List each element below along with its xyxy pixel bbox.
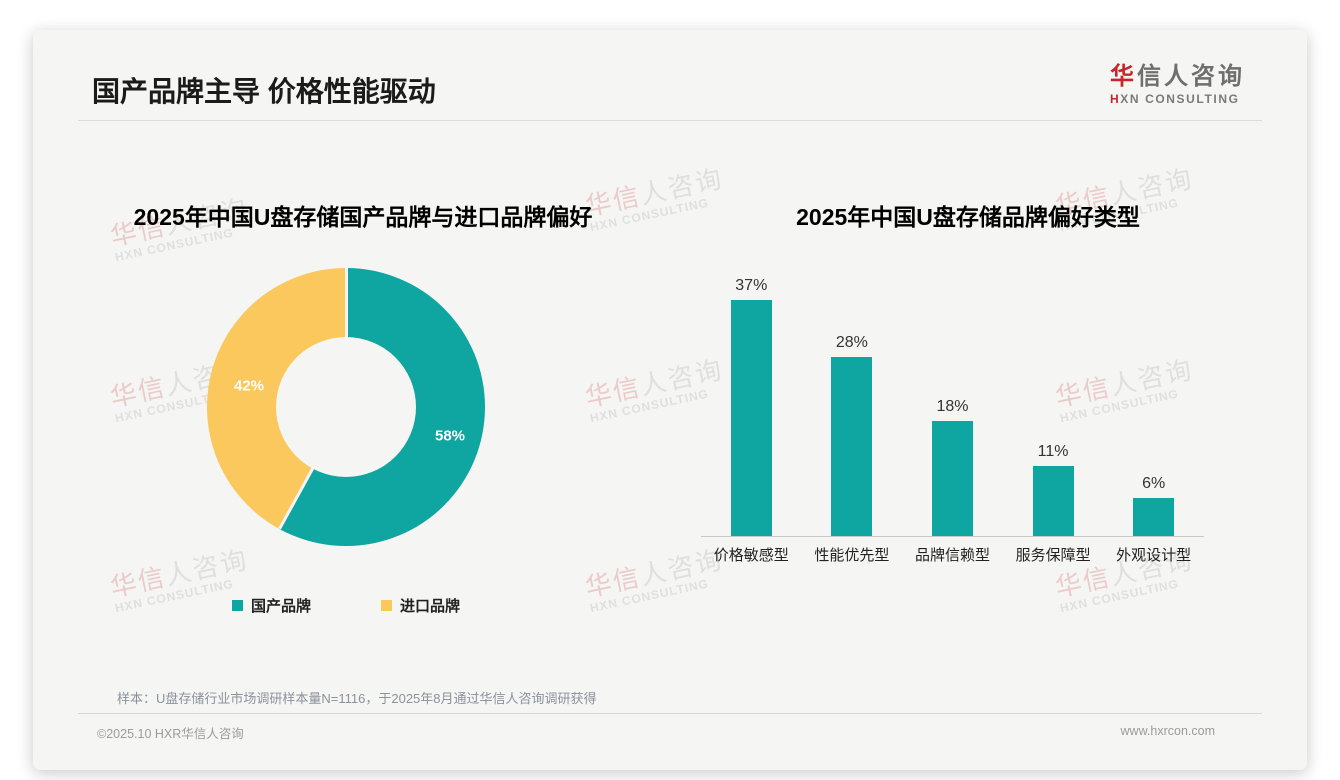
legend-item-domestic: 国产品牌 — [231, 595, 311, 616]
bar — [1133, 498, 1175, 536]
donut-slice-label: 58% — [434, 427, 466, 445]
bar-column: 37% — [701, 276, 802, 536]
donut-slice-label: 42% — [233, 377, 265, 395]
bar — [931, 421, 973, 536]
bar-value-label: 11% — [1037, 443, 1069, 460]
legend-label: 进口品牌 — [400, 598, 461, 615]
website-text: www.hxrcon.com — [1120, 724, 1215, 738]
donut-chart-title: 2025年中国U盘存储国产品牌与进口品牌偏好 — [133, 204, 593, 230]
company-logo: 华信人咨询 HXN CONSULTING — [1110, 56, 1245, 106]
header-divider — [78, 120, 1262, 121]
logo-english-name: HXN CONSULTING — [1110, 92, 1240, 106]
bar-column: 18% — [902, 276, 1003, 536]
legend-item-imported: 进口品牌 — [381, 595, 460, 616]
sample-note: 样本：U盘存储行业市场调研样本量N=1116，于2025年8月通过华信人咨询调研… — [117, 691, 597, 706]
logo-chinese-name: 华信人咨询 — [1110, 63, 1245, 90]
bar-category-label: 性能优先型 — [814, 547, 890, 564]
donut-chart: 58% 42% — [207, 268, 485, 546]
bar-category-axis: 价格敏感型 性能优先型 品牌信赖型 服务保障型 外观设计型 — [701, 544, 1204, 565]
bar-category-label: 外观设计型 — [1116, 547, 1192, 564]
bar-column: 11% — [1003, 276, 1104, 536]
copyright-text: ©2025.10 HXR华信人咨询 — [97, 727, 244, 741]
bar-value-label: 37% — [735, 277, 768, 294]
bar-category-label: 服务保障型 — [1015, 547, 1091, 564]
bar-chart-title: 2025年中国U盘存储品牌偏好类型 — [796, 204, 1140, 230]
bar-category-label: 品牌信赖型 — [914, 547, 990, 564]
bar-value-label: 28% — [835, 334, 868, 351]
report-slide: 华信人咨询 HXN CONSULTING 华信人咨询 HXN CONSULTING … — [33, 30, 1307, 770]
legend-swatch — [381, 600, 392, 611]
bar — [730, 300, 772, 536]
legend-label: 国产品牌 — [250, 598, 311, 615]
footer-divider — [78, 713, 1262, 714]
donut-hole — [276, 337, 416, 477]
bar-value-label: 6% — [1142, 475, 1166, 492]
bar-chart: 37% 28% 18% 11% 6% — [701, 276, 1204, 537]
page-title: 国产品牌主导 价格性能驱动 — [92, 76, 436, 107]
bar-column: 6% — [1103, 276, 1204, 536]
bar-value-label: 18% — [936, 398, 969, 415]
bar-category-label: 价格敏感型 — [713, 547, 789, 564]
legend-swatch — [231, 600, 243, 611]
donut-legend: 国产品牌 进口品牌 — [173, 595, 519, 616]
bar — [1032, 466, 1074, 536]
bar — [831, 357, 873, 536]
bar-column: 28% — [802, 276, 903, 536]
